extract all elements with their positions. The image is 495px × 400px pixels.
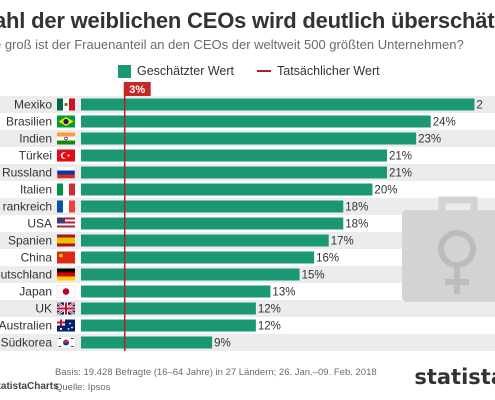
- category-label-türkei: Türkei: [19, 149, 52, 163]
- value-label-japan: 13%: [272, 287, 295, 299]
- legend-swatch-estimated: [118, 64, 131, 78]
- bar-spanien: [81, 234, 329, 247]
- value-label-südkorea: 9%: [214, 338, 231, 350]
- actual-value-marker: 3%: [123, 82, 151, 351]
- category-label-spanien: Spanien: [8, 234, 52, 248]
- flags-group: [56, 98, 76, 349]
- legend-line-actual: [257, 70, 271, 72]
- bar-deutschland: [81, 268, 300, 281]
- bar-mexiko: [81, 98, 475, 111]
- category-label-japan: Japan: [19, 285, 52, 299]
- category-label-frankreich: rankreich: [3, 200, 52, 214]
- legend: Geschätzter Wert Tatsächlicher Wert: [0, 64, 495, 82]
- turkey-flag-icon: [57, 149, 75, 162]
- bar-usa: [81, 217, 344, 230]
- category-label-china: China: [21, 251, 53, 265]
- bar-australien: [81, 319, 256, 332]
- brazil-flag-icon: [57, 115, 75, 128]
- bar-türkei: [81, 149, 387, 162]
- category-label-südkorea: Südkorea: [1, 336, 53, 350]
- legend-label-actual: Tatsächlicher Wert: [277, 64, 380, 78]
- value-label-türkei: 21%: [389, 151, 412, 163]
- value-label-mexiko: 2: [476, 100, 482, 112]
- bar-brasilien: [81, 115, 431, 128]
- bar-frankreich: [81, 200, 344, 213]
- china-flag-icon: [57, 251, 75, 264]
- spain-flag-icon: [57, 234, 75, 247]
- bar-italien: [81, 183, 373, 196]
- chart-subtitle: e groß ist der Frauenanteil an den CEOs …: [0, 37, 464, 52]
- value-label-spanien: 17%: [331, 236, 354, 248]
- actual-value-label: 3%: [129, 84, 145, 96]
- category-label-australien: Australien: [0, 319, 52, 333]
- india-flag-icon: [57, 132, 75, 145]
- bar-indien: [81, 132, 417, 145]
- france-flag-icon: [57, 200, 75, 213]
- category-label-italien: Italien: [20, 183, 52, 197]
- category-label-russland: Russland: [2, 166, 52, 180]
- category-label-usa: USA: [27, 217, 52, 231]
- legend-label-estimated: Geschätzter Wert: [137, 64, 235, 78]
- statista-logo[interactable]: statista: [414, 365, 495, 389]
- category-label-indien: Indien: [19, 132, 52, 146]
- category-label-deutschland: utschland: [1, 268, 52, 282]
- legend-item-actual: Tatsächlicher Wert: [257, 64, 380, 78]
- chart-title: ahl der weiblichen CEOs wird deutlich üb…: [0, 8, 495, 33]
- russia-flag-icon: [56, 166, 76, 179]
- bar-uk: [81, 302, 256, 315]
- briefcase-female-icon: [402, 196, 495, 302]
- legend-item-estimated: Geschätzter Wert: [118, 64, 234, 78]
- value-label-indien: 23%: [418, 134, 441, 146]
- usa-flag-icon: [57, 217, 75, 230]
- value-label-uk: 12%: [258, 304, 281, 316]
- value-label-deutschland: 15%: [302, 270, 325, 282]
- footer-source: Quelle: Ipsos: [55, 382, 111, 393]
- category-label-uk: UK: [35, 302, 52, 316]
- germany-flag-icon: [57, 268, 75, 281]
- category-labels: Mexiko Brasilien Indien Türkei Russland Itali…: [0, 98, 52, 350]
- mexico-flag-icon: [57, 98, 75, 111]
- value-label-china: 16%: [316, 253, 339, 265]
- statista-charts-logo[interactable]: statistaCharts: [0, 381, 59, 392]
- footer: Basis: 19.428 Befragte (16–64 Jahre) in …: [0, 360, 495, 400]
- value-label-australien: 12%: [258, 321, 281, 333]
- value-label-brasilien: 24%: [433, 117, 456, 129]
- bar-südkorea: [81, 336, 213, 349]
- category-label-mexiko: Mexiko: [14, 98, 52, 112]
- value-label-italien: 20%: [374, 185, 397, 197]
- bar-chart: Mexiko Brasilien Indien Türkei Russland Itali…: [0, 82, 495, 351]
- south-korea-flag-icon: [56, 336, 76, 349]
- value-label-usa: 18%: [345, 219, 368, 231]
- category-label-brasilien: Brasilien: [6, 115, 52, 129]
- australia-flag-icon: [57, 319, 75, 332]
- actual-value-badge: [123, 82, 151, 96]
- value-label-russland: 21%: [389, 168, 412, 180]
- japan-flag-icon: [56, 285, 76, 298]
- bar-japan: [81, 285, 271, 298]
- value-label-frankreich: 18%: [345, 202, 368, 214]
- footer-basis: Basis: 19.428 Befragte (16–64 Jahre) in …: [55, 367, 377, 378]
- value-labels: 2 24% 23% 21% 21% 20% 18% 18% 17% 16% 15% 13% 12% 12%…: [214, 100, 483, 350]
- italy-flag-icon: [57, 183, 75, 196]
- uk-flag-icon: [56, 301, 76, 316]
- bar-russland: [81, 166, 387, 179]
- bar-china: [81, 251, 315, 264]
